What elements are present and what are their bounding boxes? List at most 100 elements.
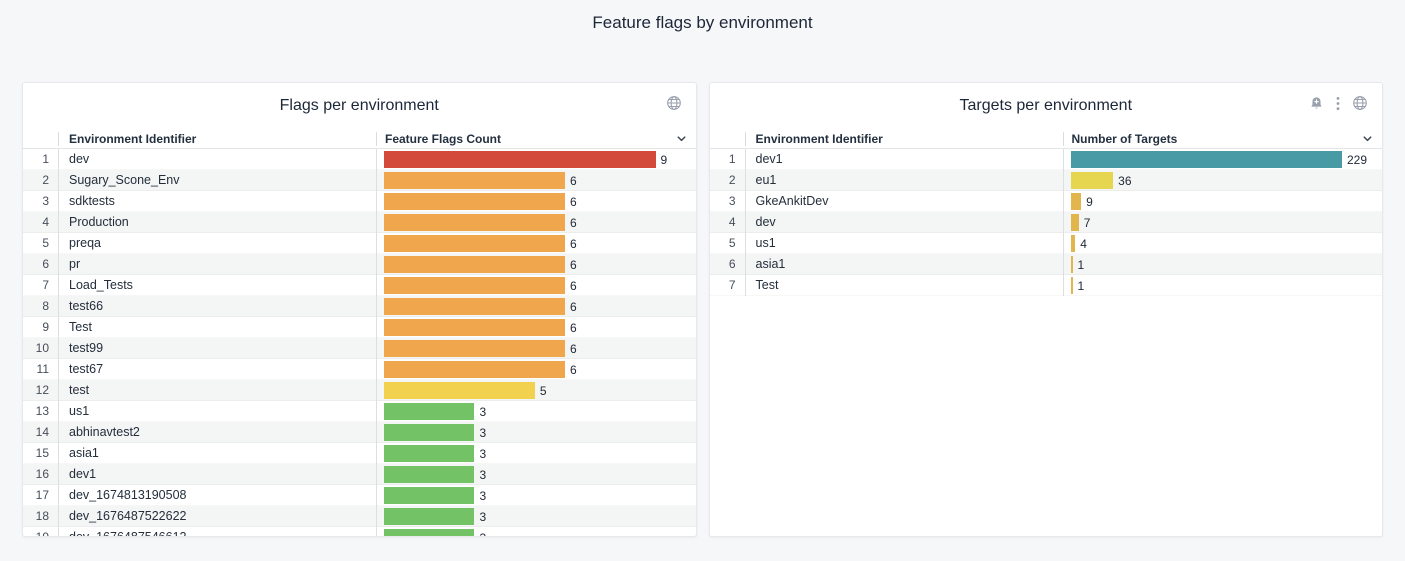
gauge-value: 9 — [1086, 194, 1093, 209]
row-index: 5 — [23, 233, 59, 254]
gauge-bar — [384, 340, 565, 357]
gauge-value: 6 — [569, 362, 577, 377]
row-index: 6 — [710, 254, 746, 275]
bell-plus-icon[interactable] — [1309, 96, 1324, 111]
value-gauge-cell: 229 — [1064, 149, 1383, 170]
gauge-value: 3 — [479, 446, 487, 461]
table-header: Environment Identifier Number of Targets — [709, 129, 1383, 149]
environment-identifier-cell: dev_1676487546612 — [59, 527, 377, 536]
column-header-environment-identifier[interactable]: Environment Identifier — [746, 131, 1064, 146]
column-header-value-label: Feature Flags Count — [385, 131, 502, 146]
table-row: 17 dev_1674813190508 3 — [23, 485, 696, 506]
value-gauge-cell: 1 — [1064, 275, 1383, 296]
gauge-value: 36 — [1118, 173, 1132, 188]
table-row: 16 dev1 3 — [23, 464, 696, 485]
gauge-value: 6 — [569, 236, 577, 251]
row-index: 13 — [23, 401, 59, 422]
row-index: 15 — [23, 443, 59, 464]
gauge-value: 6 — [569, 299, 577, 314]
gauge-value: 6 — [569, 341, 577, 356]
row-index: 1 — [710, 149, 746, 170]
row-index: 17 — [23, 485, 59, 506]
chevron-down-icon[interactable] — [675, 132, 688, 145]
gauge-bar — [384, 151, 656, 168]
panel-title[interactable]: Targets per environment — [959, 97, 1133, 114]
value-gauge-cell: 6 — [377, 254, 696, 275]
gauge-bar — [384, 193, 565, 210]
gauge-bar — [1070, 235, 1076, 252]
panel-header-icons — [666, 95, 682, 111]
row-index: 7 — [23, 275, 59, 296]
value-gauge-cell: 6 — [377, 338, 696, 359]
gauge-bar — [1070, 151, 1342, 168]
globe-icon[interactable] — [1352, 95, 1368, 111]
environment-identifier-cell: sdktests — [59, 191, 377, 212]
row-index-column-header — [710, 131, 746, 146]
panel-header: Flags per environment — [23, 83, 696, 129]
environment-identifier-cell: asia1 — [746, 254, 1064, 275]
panel-title[interactable]: Flags per environment — [279, 97, 439, 114]
row-index: 7 — [710, 275, 746, 296]
gauge-value: 3 — [479, 425, 487, 440]
globe-icon[interactable] — [666, 95, 682, 111]
environment-identifier-cell: dev_1674813190508 — [59, 485, 377, 506]
row-index: 16 — [23, 464, 59, 485]
environment-identifier-cell: Production — [59, 212, 377, 233]
gauge-bar — [384, 361, 565, 378]
environment-identifier-cell: asia1 — [59, 443, 377, 464]
value-gauge-cell: 6 — [377, 359, 696, 380]
table-row: 9 Test 6 — [23, 317, 696, 338]
row-index: 3 — [23, 191, 59, 212]
panel-header: Targets per environment — [710, 83, 1383, 129]
gauge-bar — [1070, 172, 1114, 189]
value-gauge-cell: 5 — [377, 380, 696, 401]
value-gauge-cell: 6 — [377, 233, 696, 254]
dashboard: Feature flags by environment Flags per e… — [0, 13, 1405, 537]
value-gauge-cell: 6 — [377, 170, 696, 191]
gauge-value: 6 — [569, 215, 577, 230]
table-header: Environment Identifier Feature Flags Cou… — [23, 129, 696, 149]
table-body: 1 dev 9 2 Sugary_Scone_Env 6 3 sdktests 6 4 Produc… — [23, 149, 696, 536]
gauge-bar — [1070, 214, 1079, 231]
row-index: 4 — [710, 212, 746, 233]
gauge-bar — [384, 466, 475, 483]
table-row: 8 test66 6 — [23, 296, 696, 317]
value-gauge-cell: 3 — [377, 506, 696, 527]
table-row: 18 dev_1676487522622 3 — [23, 506, 696, 527]
gauge-bar — [384, 445, 475, 462]
environment-identifier-cell: Sugary_Scone_Env — [59, 170, 377, 191]
table-row: 11 test67 6 — [23, 359, 696, 380]
environment-identifier-cell: us1 — [746, 233, 1064, 254]
gauge-bar — [384, 277, 565, 294]
kebab-menu-icon[interactable] — [1336, 96, 1340, 111]
gauge-bar — [384, 235, 565, 252]
environment-identifier-cell: pr — [59, 254, 377, 275]
panel-targets-per-environment: Targets per environment Environment Iden… — [708, 82, 1383, 537]
gauge-value: 9 — [660, 152, 668, 167]
column-header-value[interactable]: Feature Flags Count — [377, 132, 696, 146]
environment-identifier-cell: test67 — [59, 359, 377, 380]
environment-identifier-cell: abhinavtest2 — [59, 422, 377, 443]
table-row: 7 Test 1 — [710, 275, 1383, 296]
table-row: 7 Load_Tests 6 — [23, 275, 696, 296]
environment-identifier-cell: Load_Tests — [59, 275, 377, 296]
table-row: 10 test99 6 — [23, 338, 696, 359]
environment-identifier-cell: dev — [746, 212, 1064, 233]
value-gauge-cell: 1 — [1064, 254, 1383, 275]
gauge-value: 6 — [569, 194, 577, 209]
column-header-environment-identifier[interactable]: Environment Identifier — [59, 131, 377, 146]
environment-identifier-cell: GkeAnkitDev — [746, 191, 1064, 212]
row-index: 11 — [23, 359, 59, 380]
gauge-bar — [384, 424, 475, 441]
gauge-value: 3 — [479, 404, 487, 419]
gauge-value: 3 — [479, 488, 487, 503]
gauge-bar — [1070, 277, 1073, 294]
value-gauge-cell: 7 — [1064, 212, 1383, 233]
environment-identifier-cell: dev — [59, 149, 377, 170]
table-row: 6 asia1 1 — [709, 254, 1383, 275]
chevron-down-icon[interactable] — [1361, 132, 1374, 145]
column-header-value[interactable]: Number of Targets — [1064, 132, 1383, 146]
value-gauge-cell: 6 — [377, 317, 696, 338]
gauge-value: 6 — [569, 320, 577, 335]
gauge-bar — [384, 529, 475, 536]
